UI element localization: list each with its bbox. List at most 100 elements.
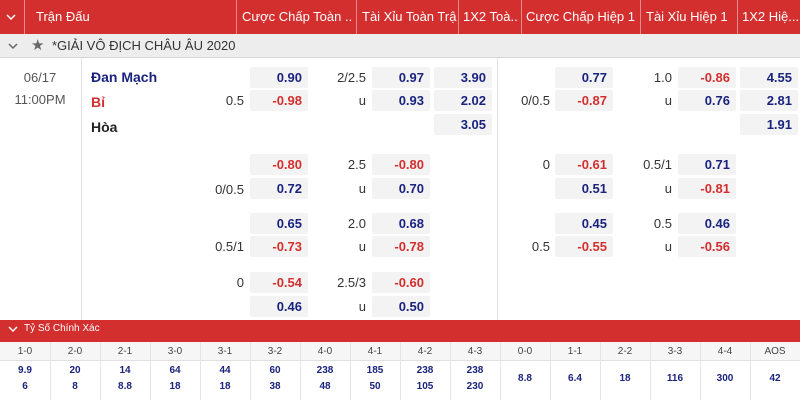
- league-title: *GIẢI VÔ ĐỊCH CHÂU ÂU 2020: [52, 34, 236, 58]
- score-odds[interactable]: 44: [200, 365, 250, 376]
- score-odds[interactable]: 116: [650, 373, 700, 384]
- odds-cell[interactable]: 0.72: [250, 178, 308, 199]
- odds-cell[interactable]: -0.86: [678, 67, 736, 88]
- col-header-handicap-ft[interactable]: Cược Chấp Toàn ...: [242, 0, 352, 34]
- odds-cell[interactable]: -0.98: [250, 90, 308, 111]
- score-odds[interactable]: 230: [450, 381, 500, 392]
- h1-ou-under-label: u: [622, 236, 672, 257]
- odds-cell[interactable]: -0.81: [678, 178, 736, 199]
- score-odds[interactable]: 185: [350, 365, 400, 376]
- h1-hcap-line: 0: [500, 154, 550, 175]
- correct-score-title: Tỷ Số Chính Xác: [24, 320, 100, 338]
- odds-cell[interactable]: 0.50: [372, 296, 430, 317]
- odds-cell[interactable]: -0.80: [250, 154, 308, 175]
- odds-cell[interactable]: 0.46: [678, 213, 736, 234]
- h1-ou-line: 0.5: [622, 213, 672, 234]
- col-header-ou-h1[interactable]: Tài Xỉu Hiệp 1: [646, 0, 738, 34]
- score-odds[interactable]: 238: [400, 365, 450, 376]
- collapse-chevron-icon[interactable]: [8, 42, 18, 50]
- odds-cell[interactable]: 0.71: [678, 154, 736, 175]
- odds-cell[interactable]: 0.68: [372, 213, 430, 234]
- odds-cell[interactable]: 0.70: [372, 178, 430, 199]
- odds-cell[interactable]: 2.81: [740, 90, 798, 111]
- col-header-1x2-h1[interactable]: 1X2 Hiệ...: [742, 0, 800, 34]
- ft-hcap-line: 0/0.5: [194, 179, 244, 200]
- team-home: Đan Mạch: [91, 69, 157, 85]
- score-label: 3-2: [250, 342, 300, 361]
- odds-cell[interactable]: 3.90: [434, 67, 492, 88]
- h1-hcap-line: 0/0.5: [500, 90, 550, 111]
- chevron-down-icon[interactable]: [6, 12, 16, 22]
- correct-score-header[interactable]: Tỷ Số Chính Xác: [0, 320, 800, 342]
- col-header-handicap-h1[interactable]: Cược Chấp Hiệp 1: [526, 0, 636, 34]
- odds-cell[interactable]: 0.51: [555, 178, 613, 199]
- ft-ou-under-label: u: [316, 296, 366, 317]
- odds-cell[interactable]: -0.55: [555, 236, 613, 257]
- score-odds[interactable]: 60: [250, 365, 300, 376]
- odds-cell[interactable]: 0.90: [250, 67, 308, 88]
- score-odds[interactable]: 105: [400, 381, 450, 392]
- h1-ou-under-label: u: [622, 178, 672, 199]
- odds-cell[interactable]: 0.46: [250, 296, 308, 317]
- score-odds[interactable]: 6.4: [550, 373, 600, 384]
- odds-cell[interactable]: -0.54: [250, 272, 308, 293]
- col-header-match: Trận Đấu: [36, 0, 186, 34]
- odds-cell[interactable]: -0.78: [372, 236, 430, 257]
- score-label: 2-0: [50, 342, 100, 361]
- score-odds[interactable]: 14: [100, 365, 150, 376]
- odds-cell[interactable]: -0.87: [555, 90, 613, 111]
- ft-ou-line: 2.0: [316, 213, 366, 234]
- score-label: 3-1: [200, 342, 250, 361]
- score-odds[interactable]: 20: [50, 365, 100, 376]
- odds-cell[interactable]: 3.05: [434, 114, 492, 135]
- score-odds[interactable]: 48: [300, 381, 350, 392]
- ft-ou-under-label: u: [316, 178, 366, 199]
- score-odds[interactable]: 238: [300, 365, 350, 376]
- ft-ou-line: 2.5: [316, 154, 366, 175]
- score-odds[interactable]: 8.8: [500, 373, 550, 384]
- h1-hcap-line: 0.5: [500, 236, 550, 257]
- score-label: 2-2: [600, 342, 650, 361]
- score-odds[interactable]: 6: [0, 381, 50, 392]
- score-odds[interactable]: 238: [450, 365, 500, 376]
- odds-cell[interactable]: -0.56: [678, 236, 736, 257]
- score-odds[interactable]: 50: [350, 381, 400, 392]
- score-label: 4-2: [400, 342, 450, 361]
- favorite-star-icon[interactable]: ★: [31, 37, 44, 55]
- score-odds[interactable]: 42: [750, 373, 800, 384]
- match-block: 06/17 11:00PM Đan Mạch Bỉ Hòa 0.5 0.90 -…: [0, 58, 800, 320]
- odds-cell[interactable]: 0.65: [250, 213, 308, 234]
- collapse-chevron-icon[interactable]: [8, 325, 18, 333]
- odds-cell[interactable]: 2.02: [434, 90, 492, 111]
- odds-cell[interactable]: 0.76: [678, 90, 736, 111]
- score-odds[interactable]: 18: [600, 373, 650, 384]
- odds-cell[interactable]: 0.97: [372, 67, 430, 88]
- score-odds[interactable]: 18: [150, 381, 200, 392]
- odds-cell[interactable]: 0.77: [555, 67, 613, 88]
- odds-cell[interactable]: 0.45: [555, 213, 613, 234]
- score-odds[interactable]: 9.9: [0, 365, 50, 376]
- score-label: 1-0: [0, 342, 50, 361]
- score-odds[interactable]: 64: [150, 365, 200, 376]
- odds-cell[interactable]: -0.60: [372, 272, 430, 293]
- h1-ou-under-label: u: [622, 90, 672, 111]
- ft-ou-under-label: u: [316, 90, 366, 111]
- score-label: 0-0: [500, 342, 550, 361]
- score-label: 2-1: [100, 342, 150, 361]
- league-row[interactable]: ★ *GIẢI VÔ ĐỊCH CHÂU ÂU 2020: [0, 34, 800, 58]
- odds-cell[interactable]: 1.91: [740, 114, 798, 135]
- odds-cell[interactable]: 4.55: [740, 67, 798, 88]
- col-header-1x2-ft[interactable]: 1X2 Toà...: [463, 0, 519, 34]
- odds-cell[interactable]: -0.80: [372, 154, 430, 175]
- col-header-ou-ft[interactable]: Tài Xỉu Toàn Trận: [362, 0, 457, 34]
- score-odds[interactable]: 8.8: [100, 381, 150, 392]
- ft-hcap-line: 0.5: [194, 90, 244, 111]
- score-label: 4-4: [700, 342, 750, 361]
- odds-cell[interactable]: 0.93: [372, 90, 430, 111]
- odds-cell[interactable]: -0.73: [250, 236, 308, 257]
- odds-cell[interactable]: -0.61: [555, 154, 613, 175]
- score-odds[interactable]: 300: [700, 373, 750, 384]
- score-odds[interactable]: 8: [50, 381, 100, 392]
- score-odds[interactable]: 18: [200, 381, 250, 392]
- score-odds[interactable]: 38: [250, 381, 300, 392]
